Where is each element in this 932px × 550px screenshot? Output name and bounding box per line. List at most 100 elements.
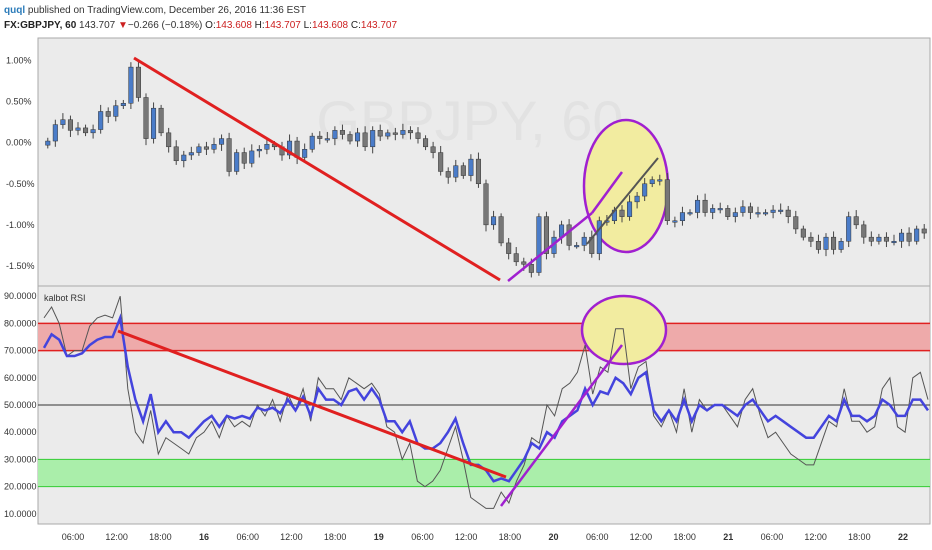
candle-down: [166, 132, 172, 148]
candle-up: [468, 158, 474, 176]
candle-down: [815, 241, 821, 250]
candle-down: [430, 146, 436, 153]
candle-up: [324, 138, 330, 141]
rsi-band: [38, 459, 930, 487]
x-axis-tick: 06:00: [62, 532, 85, 542]
candle-down: [808, 236, 814, 242]
candle-up: [740, 206, 746, 213]
open-value: 143.608: [215, 20, 252, 31]
candle-up: [634, 195, 640, 203]
candle-down: [619, 209, 625, 217]
rsi-axis-tick: 70.0000: [4, 346, 37, 356]
candle-up: [574, 245, 580, 248]
candle-up: [536, 216, 542, 273]
candle-up: [657, 179, 663, 182]
rsi-axis-tick: 20.0000: [4, 482, 37, 492]
candle-up: [355, 132, 361, 142]
candle-down: [438, 152, 444, 172]
candle-down: [664, 179, 670, 221]
candle-up: [596, 220, 602, 254]
x-axis-tick: 12:00: [455, 532, 478, 542]
price-pane[interactable]: [37, 37, 931, 287]
candle-up: [151, 107, 157, 139]
candle-up: [264, 144, 270, 150]
rsi-axis-tick: 50.0000: [4, 400, 37, 410]
candle-up: [98, 111, 104, 130]
candle-up: [60, 119, 66, 125]
candle-up: [642, 183, 648, 197]
rsi-band: [38, 323, 930, 351]
close-value: 143.707: [360, 20, 398, 31]
candle-up: [332, 130, 338, 139]
author-name[interactable]: quql: [4, 5, 26, 16]
price-uptrend-line: [507, 212, 593, 282]
published-text: published on TradingView.com, December 2…: [27, 5, 307, 16]
candle-up: [75, 127, 81, 131]
candle-down: [853, 216, 859, 226]
candle-up: [763, 212, 769, 215]
candle-down: [203, 146, 209, 150]
candle-down: [831, 236, 837, 250]
candle-down: [445, 171, 451, 178]
candle-up: [876, 236, 882, 242]
candle-down: [407, 130, 413, 134]
high-label: H:: [254, 20, 265, 31]
candle-up: [672, 220, 678, 223]
candle-down: [460, 165, 466, 176]
price-uptrend-line-upper: [590, 171, 624, 214]
candle-down: [173, 146, 179, 162]
candle-down: [105, 111, 111, 117]
x-axis-tick: 19: [374, 532, 384, 542]
candle-down: [506, 242, 512, 254]
low-value: 143.608: [311, 20, 349, 31]
candle-down: [158, 107, 164, 134]
x-axis-tick: 06:00: [586, 532, 609, 542]
symbol-name: FX:GBPJPY, 60: [4, 20, 77, 31]
candle-up: [846, 216, 852, 242]
candle-up: [899, 232, 905, 242]
candle-down: [377, 130, 383, 137]
candle-down: [747, 206, 753, 213]
candle-up: [196, 146, 202, 153]
candle-up: [309, 135, 315, 150]
candle-down: [543, 216, 549, 254]
candle-up: [838, 241, 844, 250]
rsi-title: kalbot RSI: [44, 293, 86, 303]
candle-up: [113, 105, 119, 117]
candle-up: [778, 209, 784, 212]
candle-up: [219, 138, 225, 145]
x-axis-tick: 18:00: [848, 532, 871, 542]
candle-up: [256, 149, 262, 152]
candle-down: [868, 236, 874, 242]
candle-up: [385, 132, 391, 137]
close-label: C:: [350, 20, 361, 31]
candle-down: [883, 236, 889, 242]
price-axis-tick: 1.00%: [6, 56, 32, 66]
candle-up: [717, 208, 723, 211]
candle-down: [241, 152, 247, 164]
x-axis-tick: 12:00: [105, 532, 128, 542]
candle-up: [234, 152, 240, 172]
candle-down: [475, 158, 481, 185]
rsi-thin-line: [43, 296, 929, 509]
candle-down: [921, 228, 927, 234]
candle-up: [302, 149, 308, 158]
candle-up: [188, 152, 194, 156]
rsi-axis-tick: 60.0000: [4, 373, 37, 383]
candle-down: [415, 132, 421, 139]
x-axis-tick: 21: [723, 532, 733, 542]
x-axis-tick: 18:00: [673, 532, 696, 542]
candle-up: [914, 228, 920, 242]
candle-down: [702, 199, 708, 213]
rsi-downtrend-line: [117, 329, 507, 479]
rsi-axis-tick: 80.0000: [4, 318, 37, 328]
candle-up: [679, 212, 685, 221]
x-axis-tick: 12:00: [804, 532, 827, 542]
last-price: 143.707: [79, 20, 116, 31]
price-downtrend-line: [133, 56, 501, 282]
candle-down: [423, 138, 429, 148]
candle-down: [513, 253, 519, 263]
candle-up: [120, 103, 126, 106]
